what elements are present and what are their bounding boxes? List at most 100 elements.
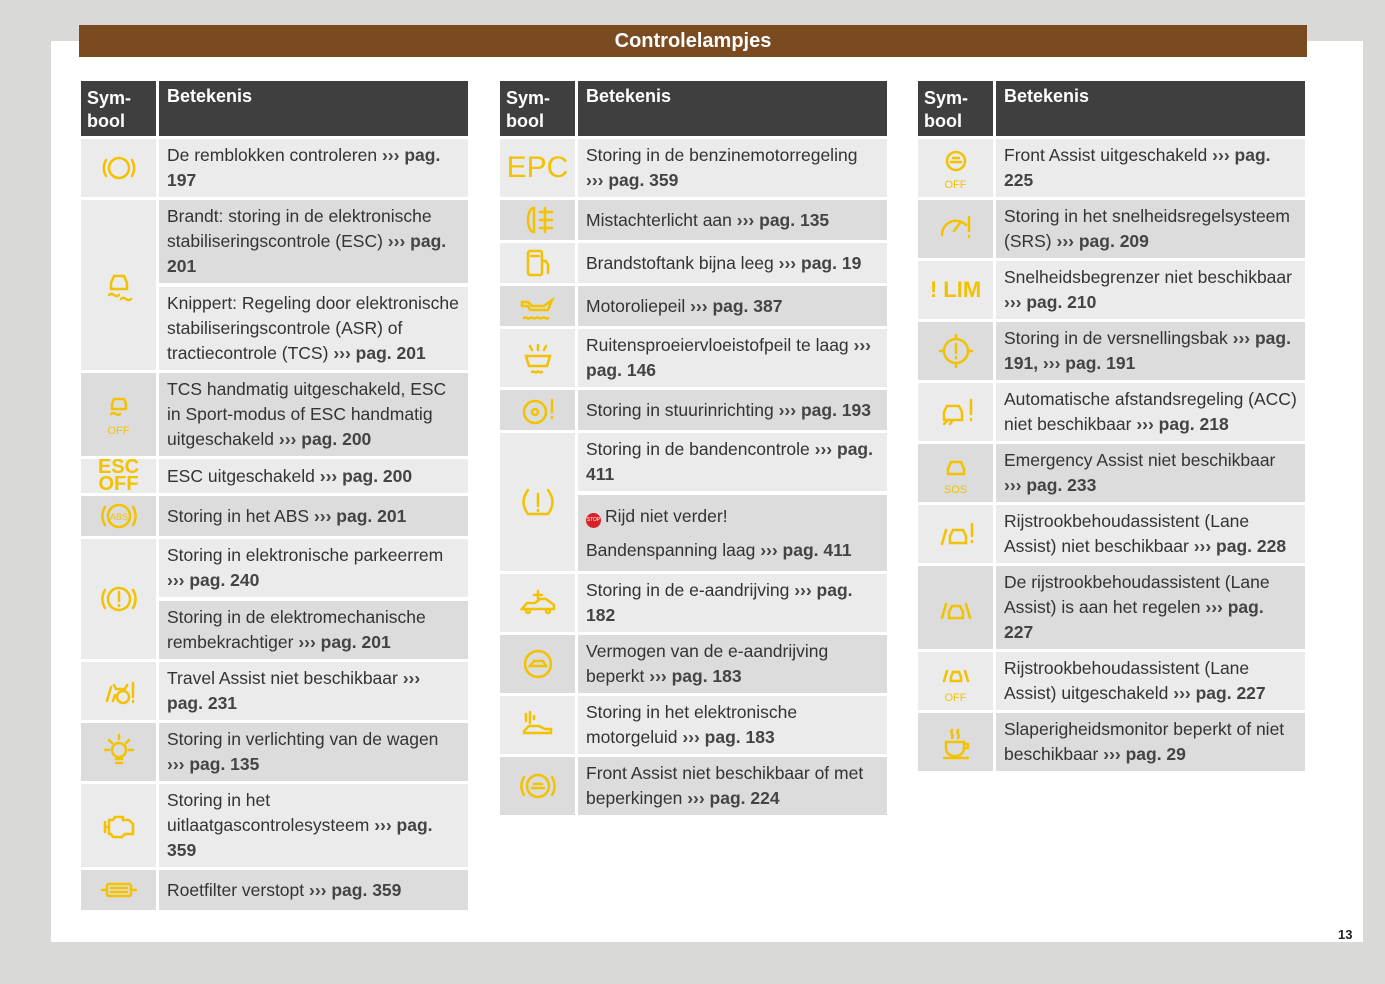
page-reference-link[interactable]: ››› pag. 201 <box>313 505 407 526</box>
page-reference-link[interactable]: ››› pag. 231 <box>167 668 421 713</box>
meaning-cell: Automatische afstandsregeling (ACC) niet… <box>996 383 1305 441</box>
acc-icon <box>918 383 993 441</box>
page-reference-link[interactable]: ››› pag. 200 <box>319 465 413 486</box>
meaning-group: Emergency Assist niet beschikbaar ››› pa… <box>996 444 1305 502</box>
table-row: Storing in het uitlaatgascontrolesysteem… <box>81 784 468 867</box>
meaning-cell: Snelheidsbegrenzer niet beschikbaar ››› … <box>996 261 1305 319</box>
meaning-cell: Rijstrookbehoudassistent (Lane Assist) n… <box>996 505 1305 563</box>
meaning-group: Slaperigheidsmonitor beperkt of niet bes… <box>996 713 1305 771</box>
table-row: Storing in het elektronische motorgeluid… <box>500 696 887 754</box>
front-assist-off-icon: OFF <box>918 139 993 197</box>
meaning-cell: De rijstrookbehoudassistent (Lane Assist… <box>996 566 1305 649</box>
esc-skid-icon <box>81 200 156 370</box>
meaning-group: Front Assist niet beschikbaar of met bep… <box>578 757 887 815</box>
esc-skid-off-icon: OFF <box>81 373 156 456</box>
meaning-group: Mistachterlicht aan ››› pag. 135 <box>578 200 887 240</box>
page-reference-link[interactable]: ››› pag. 182 <box>586 580 853 625</box>
meaning-cell: Ruitensproeiervloeistofpeil te laag ››› … <box>578 329 887 387</box>
meaning-text: Storing in stuurinrichting <box>586 399 774 420</box>
page-reference-link[interactable]: ››› pag. 135 <box>167 754 260 774</box>
meaning-text: De remblokken controleren <box>167 145 378 165</box>
page-reference-link[interactable]: ››› pag. 183 <box>682 727 775 747</box>
page-reference-link[interactable]: ››› pag. 29 <box>1103 744 1186 764</box>
meaning-group: Travel Assist niet beschikbaar ››› pag. … <box>159 662 468 720</box>
page-reference-link[interactable]: ››› pag. 218 <box>1136 414 1229 434</box>
table-row: EPC Storing in de benzinemotorregeling ››… <box>500 139 887 197</box>
meaning-text: Rijstrookbehoudassistent (Lane Assist) u… <box>1004 658 1250 703</box>
page-reference-link[interactable]: ››› pag. 19 <box>778 252 862 273</box>
page-reference-link[interactable]: ››› pag. 197 <box>167 145 441 190</box>
page-reference-link[interactable]: ››› pag. 233 <box>1004 475 1097 495</box>
meaning-text: Snelheidsbegrenzer niet beschikbaar <box>1004 267 1292 287</box>
table-row: SOS Emergency Assist niet beschikbaar ›››… <box>918 444 1305 502</box>
meaning-group: Storing in elektronische parkeerrem ››› … <box>159 539 468 659</box>
page-reference-link[interactable]: ››› pag. 191, ››› pag. 191 <box>1004 328 1291 373</box>
tire-pressure-icon <box>500 433 575 571</box>
meaning-group: Storing in de versnellingsbak ››› pag. 1… <box>996 322 1305 380</box>
e-drive-icon <box>500 574 575 632</box>
meaning-text: Emergency Assist niet beschikbaar <box>1004 450 1276 470</box>
meaning-cell: Brandstoftank bijna leeg ››› pag. 19 <box>578 243 887 283</box>
page-reference-link[interactable]: ››› pag. 201 <box>167 231 447 276</box>
meaning-text: Storing in het ABS <box>167 505 310 526</box>
table-row: Rijstrookbehoudassistent (Lane Assist) n… <box>918 505 1305 563</box>
meaning-group: De remblokken controleren ››› pag. 197 <box>159 139 468 197</box>
page-reference-link[interactable]: ››› pag. 387 <box>690 295 783 316</box>
meaning-cell: Storing in het snelheidsregelsysteem (SR… <box>996 200 1305 258</box>
page-reference-link[interactable]: ››› pag. 209 <box>1056 231 1149 251</box>
meaning-cell: Emergency Assist niet beschikbaar ››› pa… <box>996 444 1305 502</box>
page-reference-link[interactable]: ››› pag. 210 <box>1004 292 1097 312</box>
meaning-cell: De remblokken controleren ››› pag. 197 <box>159 139 468 197</box>
meaning-cell: Storing in de bandencontrole ››› pag. 41… <box>578 433 887 491</box>
header-symbol: Sym- bool <box>500 81 575 136</box>
page-reference-link[interactable]: ››› pag. 227 <box>1004 597 1264 642</box>
page-reference-link[interactable]: ››› pag. 228 <box>1193 536 1287 556</box>
meaning-group: Snelheidsbegrenzer niet beschikbaar ››› … <box>996 261 1305 319</box>
meaning-text: Bandenspanning laag <box>586 540 756 560</box>
page-reference-link[interactable]: ››› pag. 227 <box>1173 683 1266 703</box>
page-reference-link[interactable]: ››› pag. 135 <box>736 209 830 230</box>
stop-icon: STOP <box>586 513 601 528</box>
table-row: Storing in elektronische parkeerrem ››› … <box>81 539 468 659</box>
meaning-text: Front Assist niet beschikbaar of met bep… <box>586 763 864 808</box>
page-reference-link[interactable]: ››› pag. 359 <box>309 879 402 900</box>
particulate-filter-icon <box>81 870 156 910</box>
meaning-group: Storing in het uitlaatgascontrolesysteem… <box>159 784 468 867</box>
page-reference-link[interactable]: ››› pag. 411 <box>586 439 873 484</box>
meaning-cell: Rijstrookbehoudassistent (Lane Assist) u… <box>996 652 1305 710</box>
table-row: Motoroliepeil ››› pag. 387 <box>500 286 887 326</box>
meaning-group: Storing in de bandencontrole ››› pag. 41… <box>578 433 887 571</box>
meaning-text: De rijstrookbehoudassistent (Lane Assist… <box>1004 572 1270 617</box>
page-reference-link[interactable]: ››› pag. 411 <box>760 540 852 560</box>
page-reference-link[interactable]: ››› pag. 224 <box>687 788 780 808</box>
header-meaning: Betekenis <box>996 81 1305 136</box>
brake-pads-icon <box>81 139 156 197</box>
meaning-text: ESC uitgeschakeld <box>167 465 315 486</box>
meaning-text: Storing in elektronische parkeerrem <box>167 545 444 565</box>
meaning-cell: Roetfilter verstopt ››› pag. 359 <box>159 870 468 910</box>
table-row: Storing in de e-aandrijving ››› pag. 182 <box>500 574 887 632</box>
meaning-cell: STOP Rijd niet verder! Bandenspanning laa… <box>578 495 887 571</box>
page-reference-link[interactable]: ››› pag. 225 <box>1004 145 1271 190</box>
meaning-text: Storing in de elektromechanische rembekr… <box>167 607 426 652</box>
gearbox-icon <box>918 322 993 380</box>
page-reference-link[interactable]: ››› pag. 359 <box>586 170 679 190</box>
page-reference-link[interactable]: ››› pag. 359 <box>167 815 433 860</box>
page-reference-link[interactable]: ››› pag. 146 <box>586 335 872 380</box>
meaning-group: Storing in stuurinrichting ››› pag. 193 <box>578 390 887 430</box>
page-reference-link[interactable]: ››› pag. 240 <box>167 570 260 590</box>
page-reference-link[interactable]: ››› pag. 200 <box>278 429 372 449</box>
table-row: Travel Assist niet beschikbaar ››› pag. … <box>81 662 468 720</box>
page-reference-link[interactable]: ››› pag. 183 <box>649 666 742 686</box>
page-reference-link[interactable]: ››› pag. 201 <box>333 343 426 363</box>
speed-limiter-icon: ! LIM <box>918 261 993 319</box>
page-reference-link[interactable]: ››› pag. 193 <box>778 399 871 420</box>
meaning-cell: Front Assist niet beschikbaar of met bep… <box>578 757 887 815</box>
svg-text:ABS: ABS <box>109 512 127 522</box>
washer-fluid-icon <box>500 329 575 387</box>
meaning-text: Automatische afstandsregeling (ACC) niet… <box>1004 389 1297 434</box>
page-reference-link[interactable]: ››› pag. 201 <box>298 632 391 652</box>
bulb-warning-icon <box>81 723 156 781</box>
meaning-text: Motoroliepeil <box>586 295 686 316</box>
meaning-cell: ESC uitgeschakeld ››› pag. 200 <box>159 459 468 493</box>
